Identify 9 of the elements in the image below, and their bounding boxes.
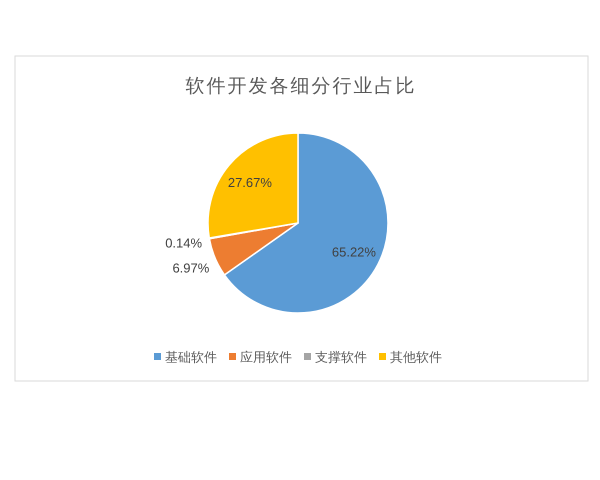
legend-label: 其他软件 xyxy=(390,350,442,365)
data-label: 27.67% xyxy=(228,174,272,190)
chart-title: 软件开发各细分行业占比 xyxy=(186,76,416,97)
legend-label: 应用软件 xyxy=(240,350,292,365)
legend-label: 支撑软件 xyxy=(315,350,367,365)
data-label: 65.22% xyxy=(332,244,376,260)
data-label: 0.14% xyxy=(165,235,202,250)
data-label: 6.97% xyxy=(172,260,210,276)
legend-label: 基础软件 xyxy=(165,350,217,365)
